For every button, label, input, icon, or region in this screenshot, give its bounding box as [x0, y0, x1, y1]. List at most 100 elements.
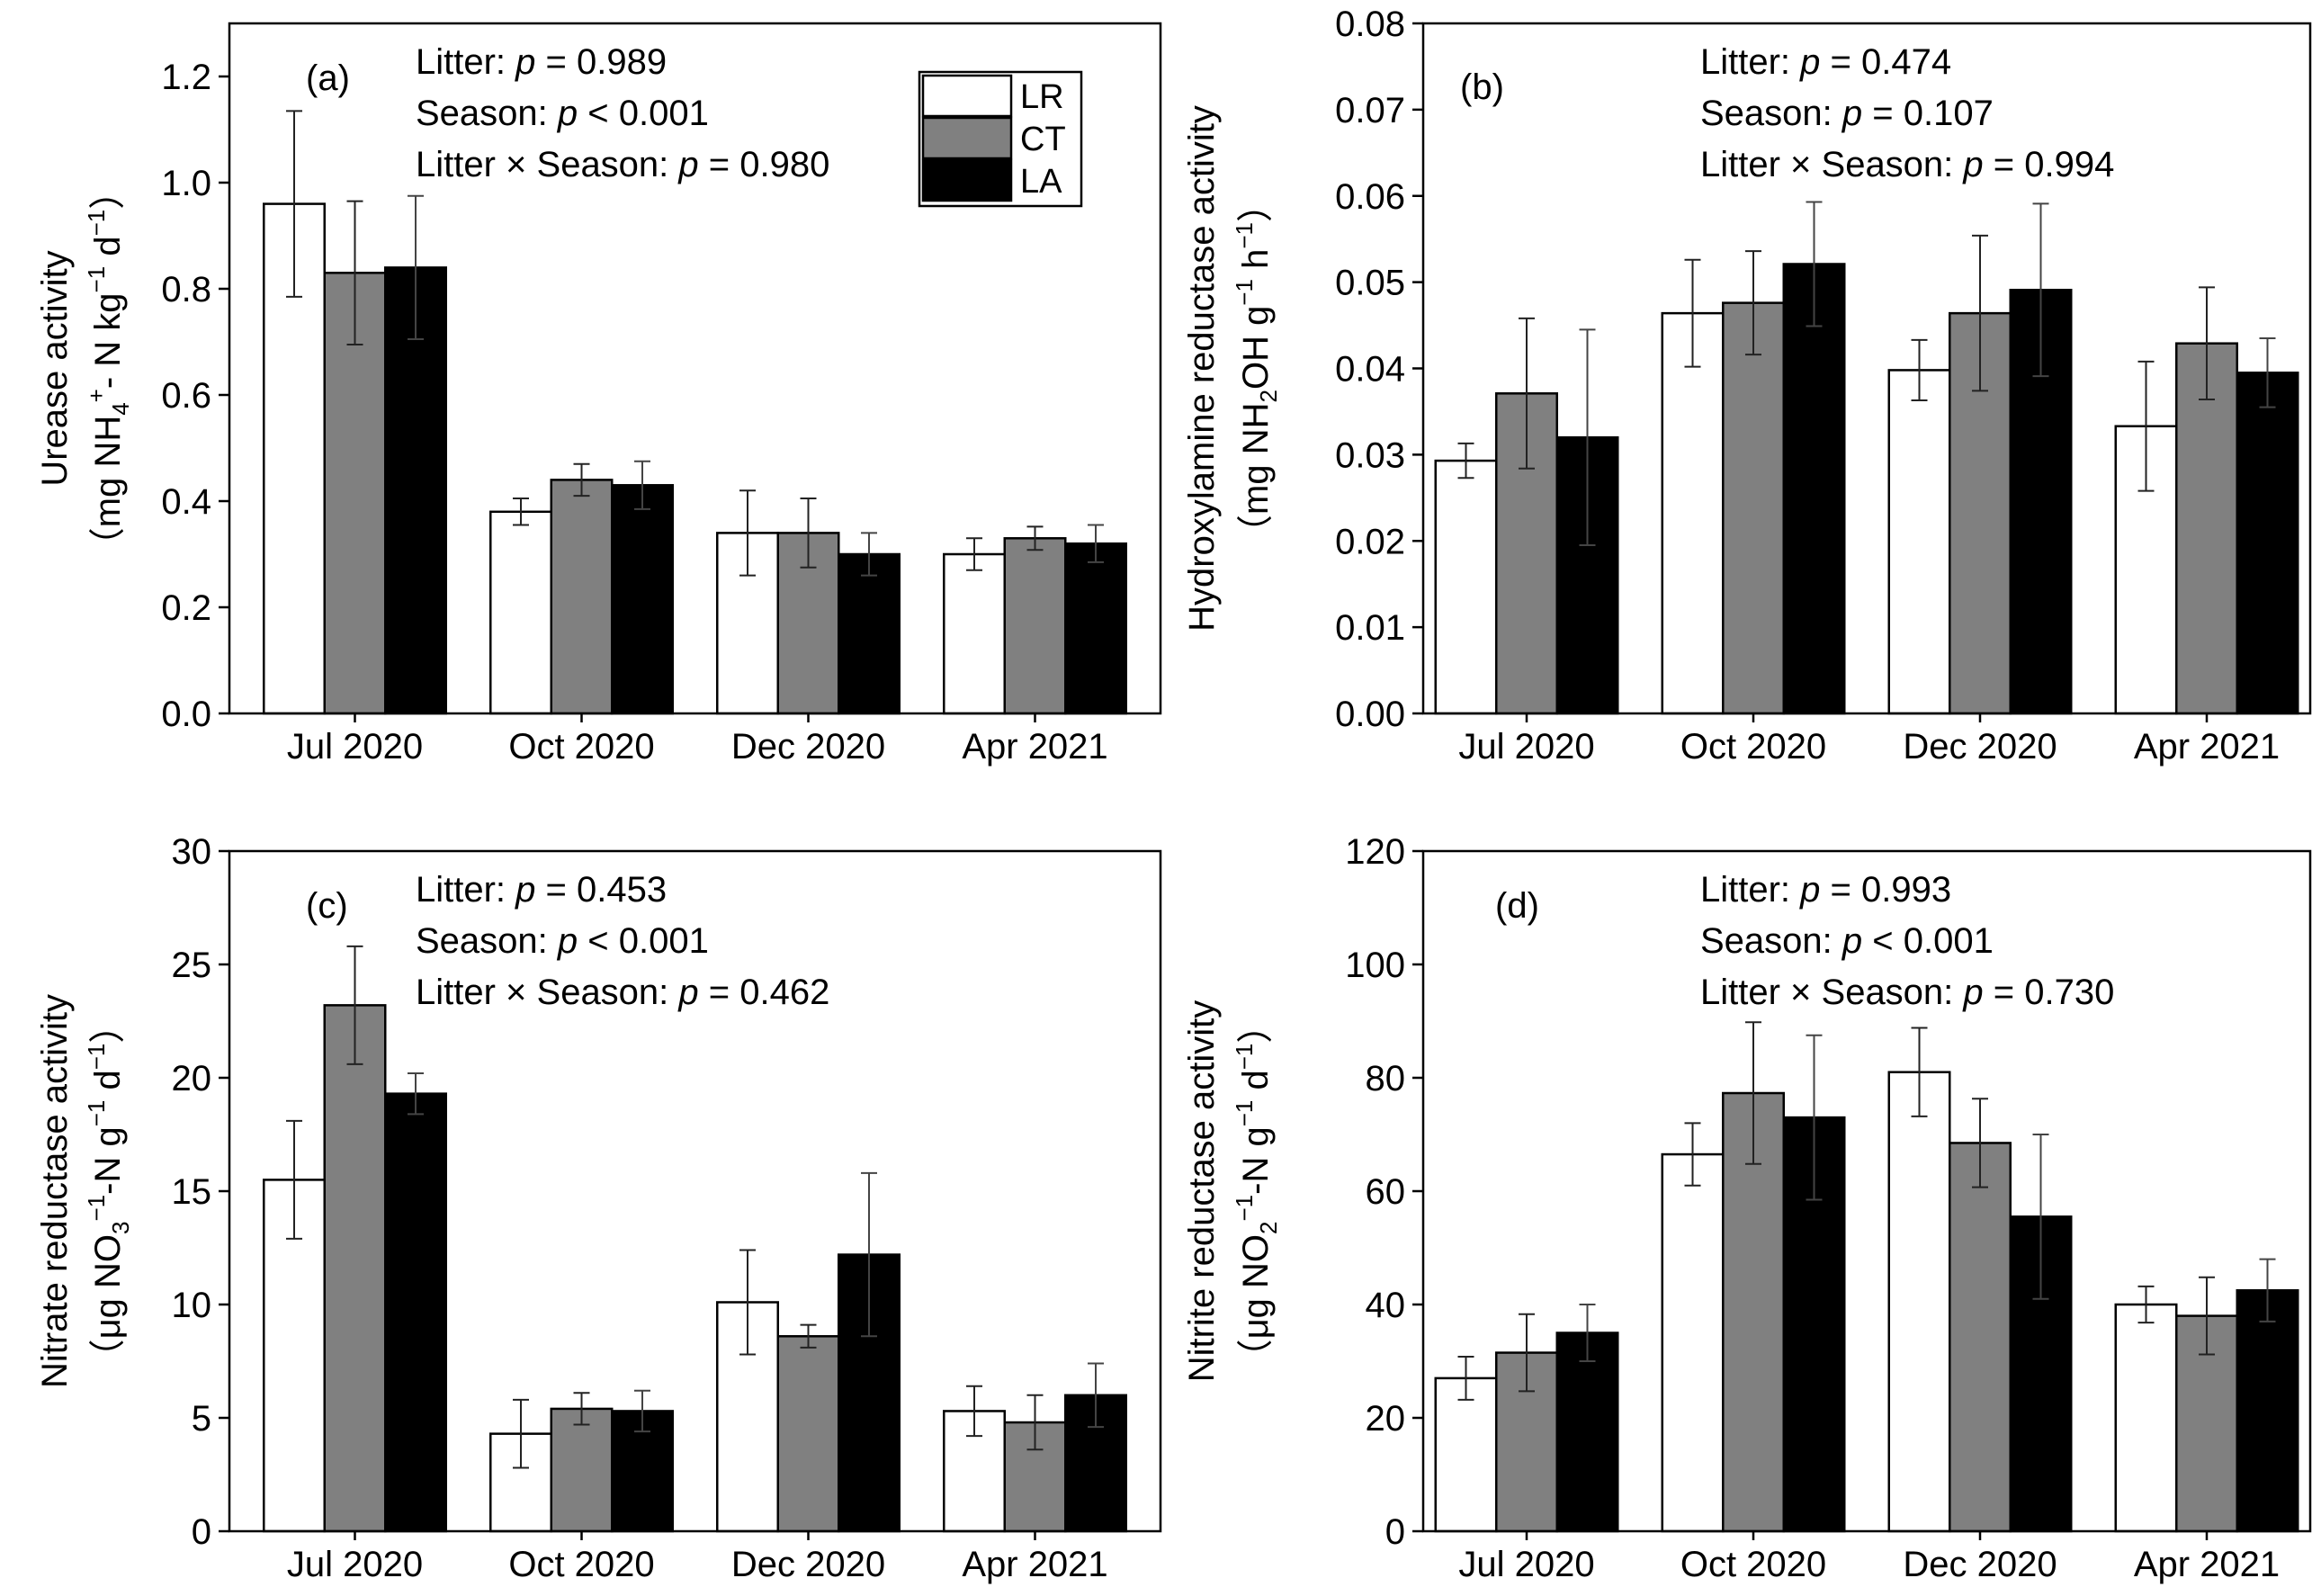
x-tick-label: Dec 2020: [1903, 727, 2057, 767]
error-bar-LA-1: [1806, 201, 1823, 327]
error-bar-LA-2: [2032, 202, 2049, 378]
error-bar-LA-2: [861, 532, 877, 577]
y-tick-label: 25: [172, 946, 212, 985]
error-bar-LA-0: [408, 1071, 424, 1116]
y-tick-label: 60: [1366, 1172, 1406, 1212]
y-axis-label: Nitrite reductase activity （μg NO2−1-N g−…: [1182, 1000, 1282, 1383]
y-tick-label: 0.4: [161, 482, 211, 522]
y-axis-title: Hydroxylamine reductase activity: [1182, 105, 1222, 632]
error-bar-LA-0: [1579, 328, 1596, 547]
error-bar-CT-2: [800, 1323, 817, 1349]
y-tick-label: 80: [1366, 1059, 1406, 1098]
bar-CT-1: [550, 479, 614, 715]
stat-annotation: Season: p < 0.001: [416, 94, 709, 133]
error-bar-LA-3: [1088, 1362, 1104, 1429]
bar-LA-1: [611, 484, 674, 715]
error-bar-CT-2: [1972, 1098, 1988, 1188]
panel-label: (b): [1460, 67, 1504, 107]
x-tick-label: Dec 2020: [731, 1545, 885, 1584]
error-bar-LA-1: [1806, 1034, 1823, 1201]
error-bar-CT-3: [2199, 286, 2215, 401]
error-bar-LR-2: [739, 489, 756, 577]
y-tick-label: 0.01: [1335, 608, 1405, 648]
y-tick-label: 120: [1345, 832, 1405, 872]
error-bar-LR-3: [2137, 1285, 2155, 1324]
y-tick-label: 100: [1345, 946, 1405, 985]
y-axis-label: Hydroxylamine reductase activity （mg NH2O…: [1182, 105, 1282, 632]
legend-swatch-LR: [921, 74, 1013, 118]
y-axis-title: Urease activity: [35, 250, 75, 486]
y-axis-label: Nitrate reductase activity （μg NO3−1-N g−…: [35, 994, 134, 1388]
y-axis-title: Nitrite reductase activity: [1182, 1000, 1222, 1383]
y-tick-label: 0.0: [161, 695, 211, 734]
x-tick-label: Dec 2020: [731, 727, 885, 767]
error-bar-LR-1: [1684, 1122, 1701, 1187]
bar-LR-1: [1661, 311, 1725, 715]
error-bar-CT-2: [1972, 234, 1988, 392]
bar-CT-3: [1003, 537, 1067, 715]
error-bar-LR-3: [966, 1385, 982, 1438]
panel-b: 0.00 0.01 0.02 0.03 0.04 0.05 0.06 0.07 0.08 Jul …: [1182, 4, 2312, 767]
panel-label: (c): [306, 886, 348, 926]
y-tick-label: 1.0: [161, 164, 211, 203]
bar-CT-2: [776, 1335, 840, 1533]
error-bar-LA-2: [861, 1171, 877, 1338]
stat-annotation: Season: p < 0.001: [1700, 921, 1994, 961]
error-bar-LR-1: [1684, 258, 1701, 368]
error-bar-LR-3: [2137, 360, 2155, 492]
error-bar-LR-1: [513, 498, 529, 526]
bar-LR-3: [2114, 1303, 2178, 1533]
error-bar-CT-0: [346, 945, 363, 1065]
x-tick-label: Jul 2020: [287, 1545, 423, 1584]
error-bar-LA-1: [634, 1389, 650, 1433]
y-axis-units: （μg NO3−1-N g−1 d−1）: [83, 1008, 134, 1376]
y-tick-label: 0.6: [161, 376, 211, 416]
bar-CT-2: [1949, 1142, 2012, 1533]
error-bar-LA-3: [2259, 1258, 2276, 1323]
stat-annotation: Litter × Season: p = 0.730: [1700, 973, 2114, 1012]
x-tick-label: Apr 2021: [2134, 1545, 2280, 1584]
panel-label: (d): [1495, 886, 1539, 926]
y-tick-label: 0.03: [1335, 435, 1405, 475]
stat-annotation: Litter: p = 0.453: [416, 870, 667, 910]
y-tick-label: 20: [1366, 1399, 1406, 1439]
error-bar-CT-0: [1519, 1313, 1535, 1393]
bar-LR-3: [943, 552, 1006, 715]
y-tick-label: 0: [192, 1512, 211, 1552]
legend-label-LR: LR: [1020, 78, 1064, 116]
y-tick-label: 5: [192, 1399, 211, 1439]
error-bar-LA-3: [1088, 524, 1104, 563]
error-bar-LA-2: [2032, 1134, 2049, 1300]
bar-CT-1: [1722, 1091, 1785, 1533]
error-bar-LR-0: [286, 1119, 302, 1240]
y-tick-label: 0.07: [1335, 91, 1405, 130]
error-bar-CT-1: [1745, 250, 1761, 356]
stat-annotation: Litter: p = 0.474: [1700, 42, 1951, 82]
y-tick-label: 0.04: [1335, 350, 1405, 390]
y-tick-label: 0.06: [1335, 177, 1405, 217]
error-bar-LR-0: [286, 110, 302, 298]
x-tick-label: Jul 2020: [287, 727, 423, 767]
panel-a: 0.0 0.2 0.4 0.6 0.8 1.0 1.2 Jul 2020 Oct 2020 Dec…: [35, 22, 1162, 767]
y-tick-label: 0.8: [161, 270, 211, 309]
y-tick-label: 0.02: [1335, 522, 1405, 561]
plot-frame: [228, 22, 1162, 715]
error-bar-CT-1: [1745, 1021, 1761, 1165]
y-axis-units: （mg NH4+- N kg−1 d−1）: [83, 174, 134, 563]
error-bar-LR-2: [1911, 338, 1928, 401]
y-tick-label: 10: [172, 1286, 212, 1325]
y-tick-label: 15: [172, 1172, 212, 1212]
error-bar-LR-2: [1911, 1027, 1928, 1117]
y-tick-label: 0.2: [161, 588, 211, 628]
error-bar-CT-3: [1026, 1394, 1044, 1451]
x-tick-label: Oct 2020: [508, 1545, 654, 1584]
y-axis-units: （mg NH2OH g−1 h−1）: [1231, 186, 1282, 551]
panel-label: (a): [306, 58, 350, 98]
y-tick-label: 1.2: [161, 58, 211, 97]
bar-LA-2: [838, 552, 901, 715]
bar-LR-0: [1434, 1376, 1498, 1533]
panel-c: 0 5 10 15 20 25 30 Jul 2020 Oct 2020 Dec 2020 Apr …: [35, 832, 1162, 1584]
stat-annotation: Season: p = 0.107: [1700, 94, 1994, 133]
error-bar-LR-0: [1457, 442, 1474, 480]
y-tick-label: 0.08: [1335, 4, 1405, 44]
